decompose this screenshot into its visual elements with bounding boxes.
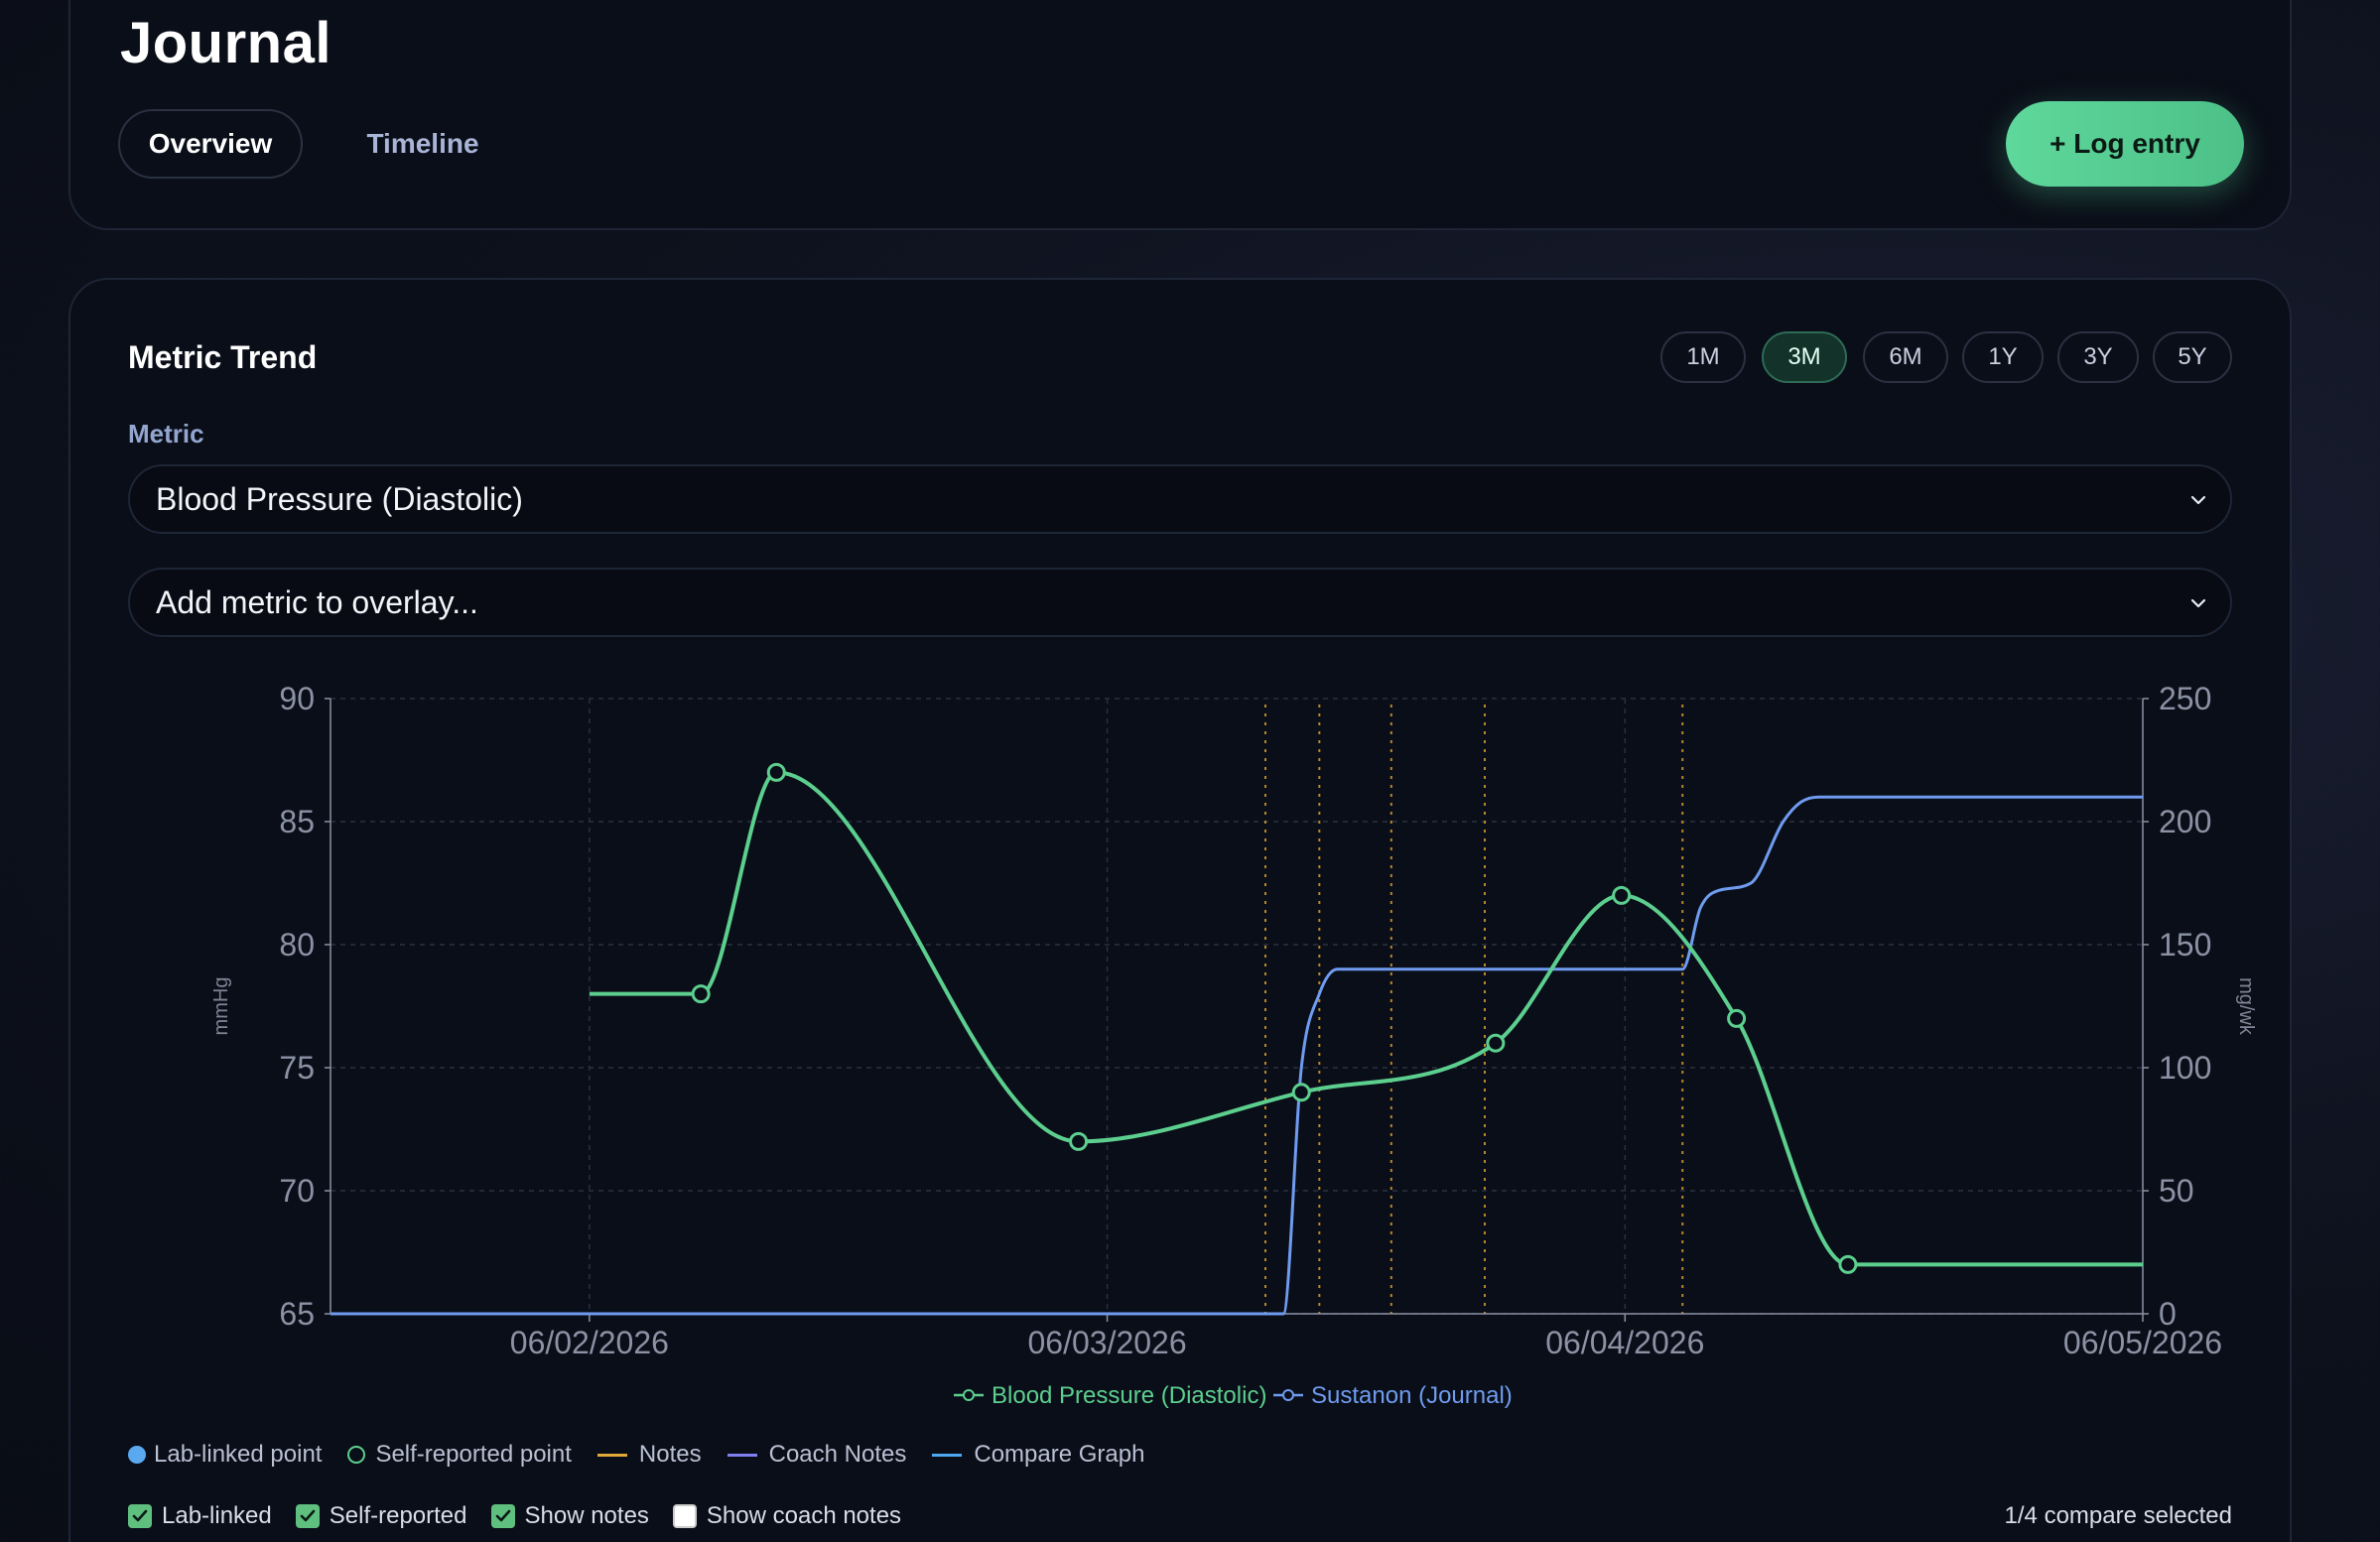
data-point-blood-pressure <box>1069 1131 1089 1151</box>
toggle-show-notes[interactable]: Show notes <box>490 1502 649 1530</box>
data-point-blood-pressure <box>766 762 786 782</box>
x-tick-label: 06/02/2026 <box>510 1325 669 1360</box>
x-tick-label: 06/03/2026 <box>1027 1325 1186 1360</box>
data-point-blood-pressure <box>1291 1083 1311 1102</box>
range-button-6m[interactable]: 6M <box>1863 331 1948 383</box>
line-key-icon <box>596 1453 627 1457</box>
checkbox-checked-icon[interactable] <box>490 1504 515 1528</box>
data-point-blood-pressure <box>1486 1033 1506 1053</box>
metric-trend-card: Metric Trend 1M 3M 6M 1Y 3Y 5Y Metric Bl… <box>68 278 2292 1542</box>
x-tick-label: 06/04/2026 <box>1545 1325 1704 1360</box>
y-tick-left: 85 <box>279 804 315 839</box>
y-axis-right-label: mg/wk <box>2235 977 2257 1036</box>
legend-label: Notes <box>638 1441 702 1468</box>
legend-self-reported: Self-reported point <box>347 1441 572 1469</box>
data-point-blood-pressure <box>691 984 711 1004</box>
toggle-label: Show notes <box>524 1502 649 1529</box>
legend-label: Lab-linked point <box>154 1441 323 1468</box>
y-tick-left: 70 <box>279 1173 315 1209</box>
overlay-select-placeholder: Add metric to overlay... <box>156 583 478 620</box>
legend-compare-graph: Compare Graph <box>932 1441 1144 1469</box>
metric-trend-chart: 65 0 70 50 75 100 80 150 85 200 90 250 06/02/2026 06/… <box>210 681 2257 1409</box>
legend-label: Self-reported point <box>375 1441 572 1468</box>
series-line-sustanon <box>331 795 2143 1316</box>
line-key-icon <box>932 1453 963 1457</box>
metric-select[interactable]: Blood Pressure (Diastolic) <box>128 464 2232 534</box>
legend-label: Coach Notes <box>768 1441 907 1468</box>
toggle-label: Show coach notes <box>706 1502 902 1529</box>
range-button-3m[interactable]: 3M <box>1762 331 1847 383</box>
compare-status: 1/4 compare selected <box>2004 1502 2232 1529</box>
overlay-metric-select[interactable]: Add metric to overlay... <box>128 568 2232 637</box>
toggle-label: Lab-linked <box>162 1502 272 1529</box>
range-button-3y[interactable]: 3Y <box>2057 331 2139 383</box>
section-title: Metric Trend <box>128 339 318 375</box>
toggle-label: Self-reported <box>329 1502 467 1529</box>
log-entry-button[interactable]: + Log entry <box>2006 101 2244 187</box>
y-axis-left-label: mmHg <box>210 977 232 1036</box>
y-tick-right: 250 <box>2159 681 2211 716</box>
chevron-down-icon <box>2190 598 2206 608</box>
metric-select-value: Blood Pressure (Diastolic) <box>156 480 523 517</box>
data-point-blood-pressure <box>1838 1254 1858 1274</box>
metric-label: Metric <box>128 419 204 449</box>
y-tick-left: 80 <box>279 927 315 963</box>
y-tick-left: 75 <box>279 1050 315 1086</box>
data-point-blood-pressure <box>1612 885 1632 905</box>
page-title: Journal <box>120 11 331 75</box>
tab-timeline[interactable]: Timeline <box>366 128 479 159</box>
y-tick-right: 150 <box>2159 927 2211 963</box>
open-dot-icon <box>347 1446 366 1464</box>
chevron-down-icon <box>2190 495 2206 505</box>
checkbox-checked-icon[interactable] <box>295 1504 320 1528</box>
data-point-blood-pressure <box>1727 1008 1747 1028</box>
legend-label: Compare Graph <box>974 1441 1145 1468</box>
y-tick-right: 100 <box>2159 1050 2211 1086</box>
range-button-1y[interactable]: 1Y <box>1962 331 2044 383</box>
legend-marker-blood-pressure <box>963 1389 975 1401</box>
y-tick-right: 0 <box>2159 1296 2177 1332</box>
y-tick-left: 90 <box>279 681 315 716</box>
y-tick-right: 50 <box>2159 1173 2194 1209</box>
legend-coach-notes: Coach Notes <box>727 1441 907 1469</box>
legend-notes: Notes <box>596 1441 702 1469</box>
legend-series-sustanon: Sustanon (Journal) <box>1311 1382 1513 1409</box>
legend-marker-sustanon <box>1282 1389 1294 1401</box>
legend-series-blood-pressure: Blood Pressure (Diastolic) <box>992 1382 1266 1409</box>
line-key-icon <box>727 1453 757 1457</box>
journal-header-card: Journal Overview Timeline + Log entry <box>68 0 2292 230</box>
tab-overview[interactable]: Overview <box>118 109 303 179</box>
range-button-1m[interactable]: 1M <box>1660 331 1746 383</box>
toggle-lab-linked[interactable]: Lab-linked <box>128 1502 272 1530</box>
y-tick-right: 200 <box>2159 804 2211 839</box>
toggle-self-reported[interactable]: Self-reported <box>295 1502 467 1530</box>
checkbox-unchecked-icon[interactable] <box>672 1504 697 1528</box>
legend-keys: Lab-linked point Self-reported point Not… <box>128 1441 1170 1469</box>
filled-dot-icon <box>128 1446 146 1464</box>
x-tick-label: 06/05/2026 <box>2063 1325 2222 1360</box>
y-tick-left: 65 <box>279 1296 315 1332</box>
filter-toggles: Lab-linked Self-reported Show notes Show… <box>128 1502 925 1530</box>
range-button-5y[interactable]: 5Y <box>2153 331 2232 383</box>
series-line-blood-pressure <box>589 770 2144 1267</box>
toggle-show-coach-notes[interactable]: Show coach notes <box>672 1502 902 1530</box>
legend-lab-linked: Lab-linked point <box>128 1441 322 1469</box>
checkbox-checked-icon[interactable] <box>128 1504 152 1528</box>
